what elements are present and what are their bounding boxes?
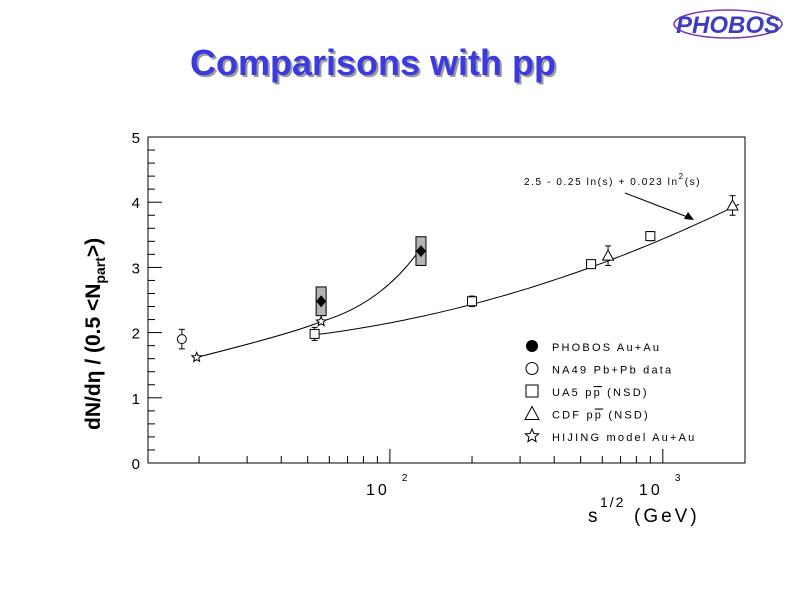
svg-text:PHOBOS: PHOBOS <box>676 12 780 39</box>
x-tick-label: 10 3 <box>639 473 681 499</box>
series-open-triangle <box>601 195 739 266</box>
fit-curves <box>196 203 740 358</box>
series-open-circle <box>176 328 187 350</box>
x-tick-label-exponent: 2 <box>402 473 408 484</box>
data-point <box>316 295 327 308</box>
legend: PHOBOS Au+Au NA49 Pb+Pb data UA5 pp (NSD) C… <box>524 340 696 444</box>
formula-arrow-head <box>684 212 694 220</box>
y-tick-label: 1 <box>132 391 140 408</box>
series-filled-circle <box>315 236 427 317</box>
legend-label: HIJING model Au+Au <box>552 432 696 444</box>
formula-text: 2.5 - 0.25 ln(s) + 0.023 ln2(s) <box>524 172 701 188</box>
y-tick-label: 4 <box>132 195 140 212</box>
x-tick-label: 10 2 <box>366 473 408 499</box>
y-tick-label: 3 <box>132 260 140 277</box>
x-tick-label-base: 10 <box>639 482 663 499</box>
data-point <box>726 198 739 211</box>
formula-annotation: 2.5 - 0.25 ln(s) + 0.023 ln2(s) <box>524 172 701 220</box>
data-marks <box>176 195 739 363</box>
series-star <box>190 246 427 363</box>
y-axis-label: dN/dη / (0.5 <Npart>) <box>82 238 108 430</box>
legend-marker <box>525 384 539 398</box>
legend-marker <box>524 405 540 420</box>
x-axis-label-exp: 1/2 <box>600 494 625 510</box>
x-axis-label-s: s <box>588 506 598 527</box>
x-axis-label-unit: (GeV) <box>634 506 700 527</box>
legend-entry: NA49 Pb+Pb data <box>525 362 673 377</box>
legend-entry: CDF pp (NSD) <box>524 405 650 422</box>
data-point <box>601 249 615 261</box>
data-point <box>176 334 187 345</box>
x-tick-label-base: 10 <box>366 482 390 499</box>
legend-marker <box>525 362 539 375</box>
legend-label: NA49 Pb+Pb data <box>552 365 673 377</box>
chart-axes: 0 1 2 3 4 5 10 2 10 3 <box>132 130 746 499</box>
data-point <box>190 351 203 363</box>
legend-marker <box>526 340 538 352</box>
formula-arrow-line <box>624 192 691 219</box>
series-open-square <box>309 231 656 341</box>
x-axis-label: s1/2 (GeV) <box>588 494 700 527</box>
legend-entry: PHOBOS Au+Au <box>526 340 661 354</box>
slide-title: Comparisons with pp <box>190 42 557 83</box>
pp-fit-curve <box>314 203 740 336</box>
x-tick-label-exponent: 3 <box>675 473 681 484</box>
y-tick-label: 0 <box>132 456 140 473</box>
legend-label: PHOBOS Au+Au <box>552 342 661 354</box>
data-point <box>645 231 656 242</box>
data-point <box>467 296 478 307</box>
data-point <box>315 315 328 327</box>
data-point <box>309 328 320 339</box>
y-tick-label: 2 <box>132 326 140 343</box>
legend-label: UA5 pp (NSD) <box>552 387 649 399</box>
legend-entry: UA5 pp (NSD) <box>525 384 649 399</box>
hijing-curve <box>196 244 424 358</box>
legend-entry: HIJING model Au+Au <box>524 427 696 444</box>
data-point <box>586 259 597 270</box>
plot-frame <box>147 136 746 464</box>
legend-marker <box>524 427 540 443</box>
phobos-logo: PHOBOS <box>673 9 783 39</box>
y-tick-label: 5 <box>132 130 140 147</box>
data-point <box>415 245 426 258</box>
legend-label: CDF pp (NSD) <box>552 410 650 422</box>
